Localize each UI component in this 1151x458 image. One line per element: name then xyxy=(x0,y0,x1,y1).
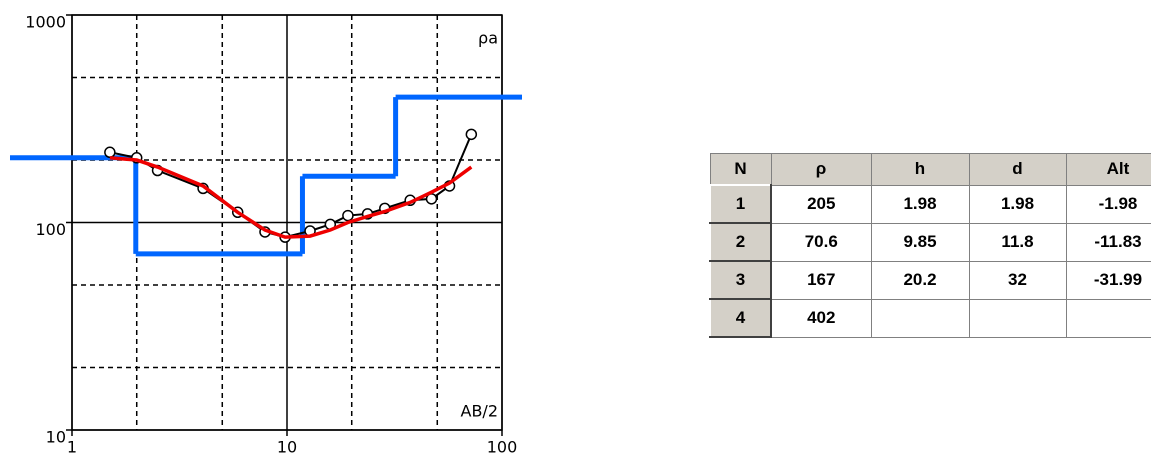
table-row: 1 205 1.98 1.98 -1.98 xyxy=(709,184,1151,224)
data-point xyxy=(342,209,354,222)
table-cell: 32 xyxy=(968,260,1067,300)
row-number: 1 xyxy=(709,184,772,224)
header-cell: ρ xyxy=(770,153,872,186)
row-number: 3 xyxy=(709,260,772,300)
header-cell: Alt xyxy=(1065,153,1151,186)
table-cell: 402 xyxy=(770,298,872,338)
table-cell: 167 xyxy=(770,260,872,300)
table-cell xyxy=(1065,298,1151,338)
x-axis-label: AB/2 xyxy=(461,402,499,421)
table-cell: 20.2 xyxy=(870,260,970,300)
table-cell: 1.98 xyxy=(870,184,970,224)
row-number: 2 xyxy=(709,222,772,262)
y-tick-label: 10 xyxy=(46,428,66,447)
row-number: 4 xyxy=(709,298,772,338)
table-row: 3 167 20.2 32 -31.99 xyxy=(709,260,1151,300)
table-cell: 1.98 xyxy=(968,184,1067,224)
table-cell: -31.99 xyxy=(1065,260,1151,300)
plot-frame xyxy=(71,14,503,431)
table-cell xyxy=(968,298,1067,338)
x-tick-label: 10 xyxy=(277,438,297,457)
table-row: 4 402 xyxy=(709,298,1151,338)
header-cell: N xyxy=(709,153,772,186)
data-point xyxy=(104,146,116,159)
data-point xyxy=(465,128,478,141)
y-axis-label: ρa xyxy=(478,29,498,48)
header-cell: h xyxy=(870,153,970,186)
series-line xyxy=(109,133,473,239)
table-row: 2 70.6 9.85 11.8 -11.83 xyxy=(709,222,1151,262)
table-cell: 11.8 xyxy=(968,222,1067,262)
x-tick-label: 100 xyxy=(487,438,518,457)
table-cell: 70.6 xyxy=(770,222,872,262)
header-cell: d xyxy=(968,153,1067,186)
y-tick-label: 1000 xyxy=(25,13,66,32)
x-tick-label: 1 xyxy=(67,438,77,457)
y-tick-label: 100 xyxy=(35,220,66,239)
table-cell xyxy=(870,298,970,338)
series-line xyxy=(109,156,473,239)
table-cell: 9.85 xyxy=(870,222,970,262)
table-cell: 205 xyxy=(770,184,872,224)
table-cell: -11.83 xyxy=(1065,222,1151,262)
table-cell: -1.98 xyxy=(1065,184,1151,224)
